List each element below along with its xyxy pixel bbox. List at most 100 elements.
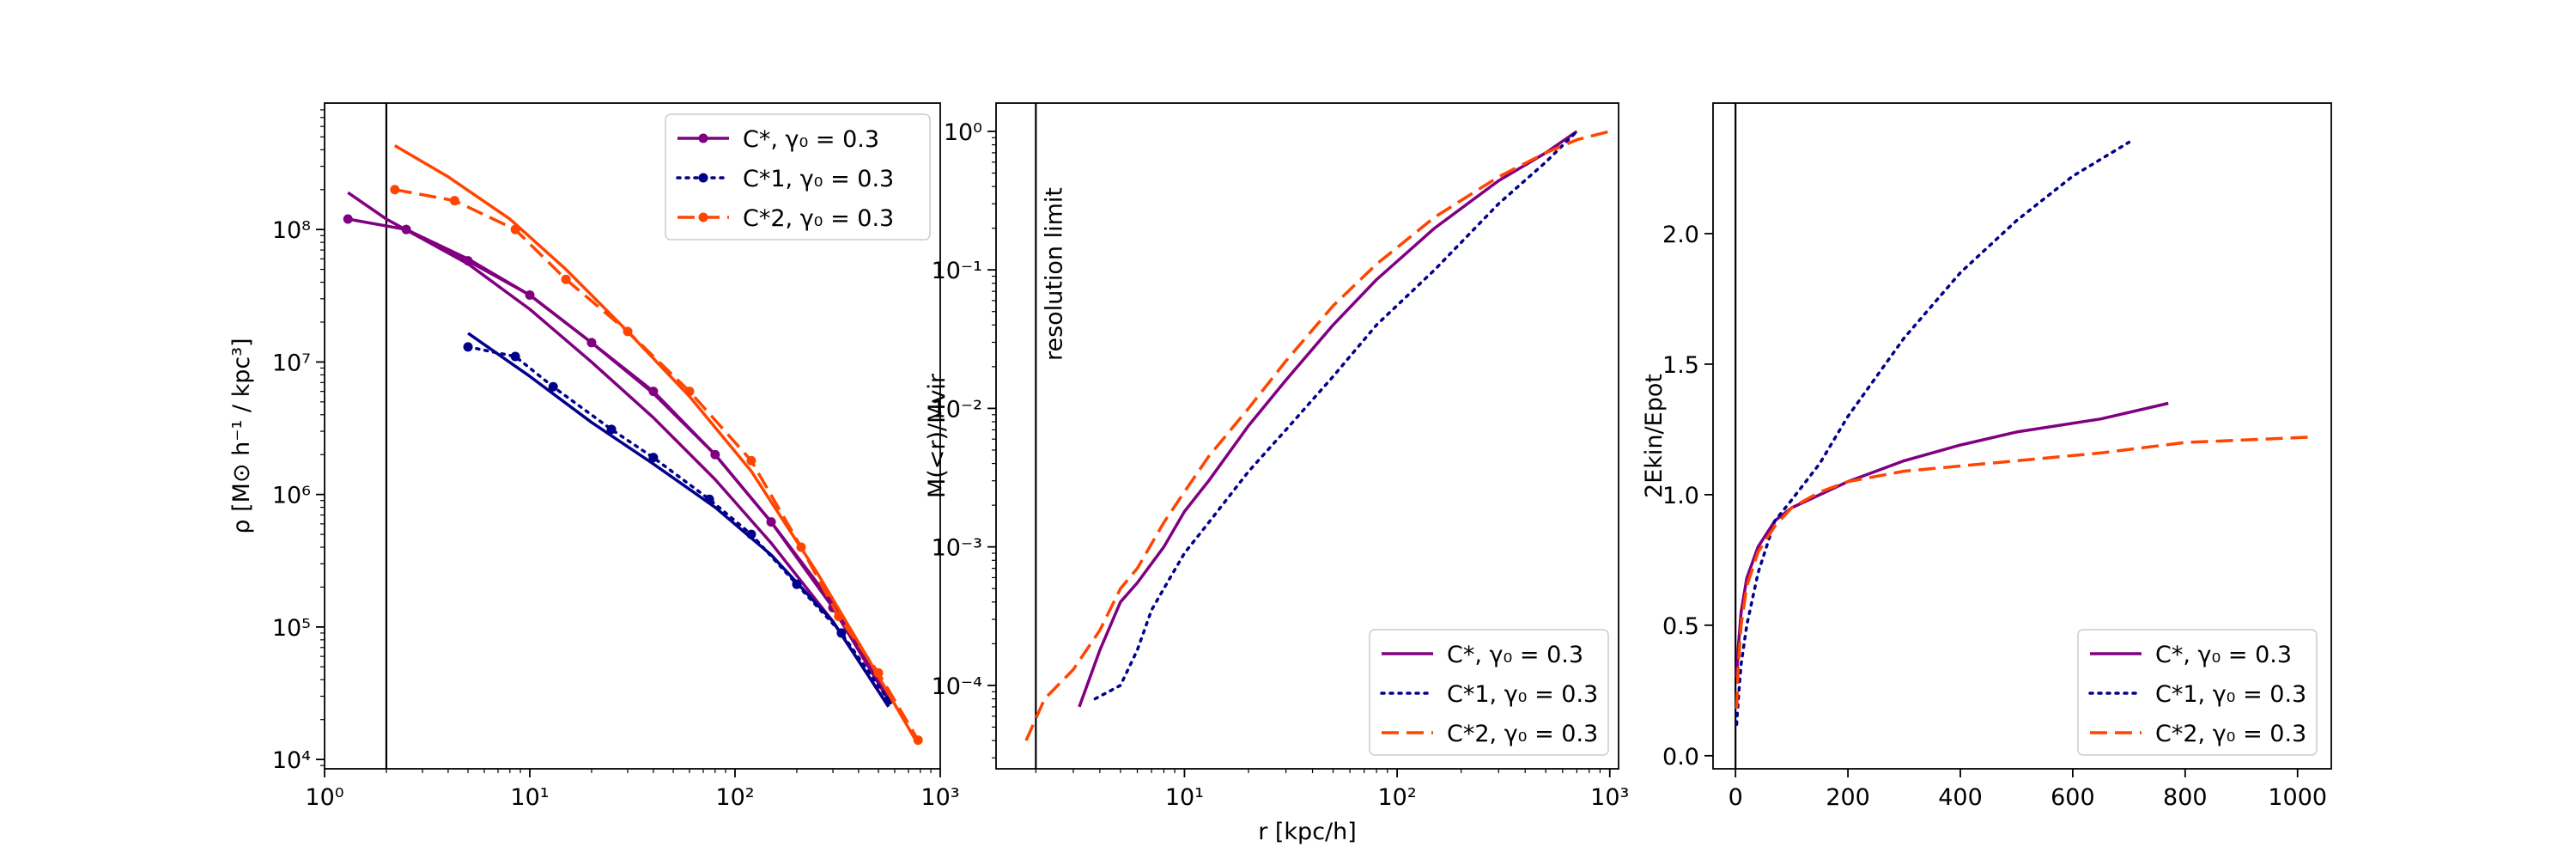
y-tick-label: 0.0 bbox=[1662, 744, 1699, 771]
series-group bbox=[1735, 140, 2309, 727]
series-line bbox=[1735, 140, 2131, 727]
legend-box bbox=[2077, 629, 2318, 756]
legend-label: C*2, γ₀ = 0.3 bbox=[743, 205, 894, 232]
x-tick-label: 400 bbox=[1938, 784, 1983, 811]
data-point bbox=[463, 256, 473, 266]
y-tick-label: 1.0 bbox=[1662, 483, 1699, 509]
virial-panel: 0 200 400 600 800 1000 0.0 0.5 1.0 1.5 2.0 2Ekin/Ep… bbox=[1641, 102, 2332, 811]
legend-label: C*2, γ₀ = 0.3 bbox=[2155, 721, 2306, 747]
series-line bbox=[1735, 436, 2309, 710]
legend-label: C*2, γ₀ = 0.3 bbox=[1447, 721, 1598, 747]
x-tick-label: 800 bbox=[2163, 784, 2208, 811]
data-point bbox=[606, 424, 617, 435]
x-tick-label: 10² bbox=[715, 784, 754, 811]
data-point bbox=[449, 196, 459, 206]
data-point bbox=[390, 185, 400, 195]
x-tick-label: 0 bbox=[1728, 784, 1743, 811]
legend-label: C*, γ₀ = 0.3 bbox=[743, 126, 879, 153]
data-point bbox=[766, 517, 776, 527]
data-point bbox=[746, 529, 756, 539]
series-line bbox=[347, 191, 890, 708]
data-point bbox=[873, 667, 884, 678]
data-point bbox=[525, 289, 535, 300]
data-point bbox=[746, 455, 756, 466]
x-tick-label: 10¹ bbox=[510, 784, 549, 811]
series-line bbox=[466, 345, 890, 702]
resolution-limit-annotation: resolution limit bbox=[1041, 187, 1067, 361]
series-line bbox=[1078, 130, 1578, 708]
series-line bbox=[347, 217, 890, 702]
legend-box bbox=[1369, 629, 1609, 756]
y-tick-label: 10⁷ bbox=[272, 350, 311, 376]
y-axis-label: M(<r)/Mvir bbox=[924, 373, 951, 498]
data-point bbox=[548, 381, 558, 392]
legend: C*, γ₀ = 0.3 C*1, γ₀ = 0.3 C*2, γ₀ = 0.3 bbox=[1369, 629, 1609, 756]
y-tick-label: 10⁻⁴ bbox=[932, 673, 982, 700]
x-tick-label: 10² bbox=[1377, 784, 1416, 811]
legend-label: C*, γ₀ = 0.3 bbox=[2155, 642, 2292, 668]
data-point bbox=[648, 387, 659, 397]
data-point bbox=[796, 542, 806, 552]
y-tick-label: 10⁻¹ bbox=[932, 258, 982, 284]
y-tick-label: 0.5 bbox=[1662, 613, 1699, 640]
plot-frame bbox=[995, 102, 1619, 770]
legend: C*, γ₀ = 0.3 C*1, γ₀ = 0.3 C*2, γ₀ = 0.3 bbox=[665, 113, 931, 241]
x-tick-label: 200 bbox=[1826, 784, 1870, 811]
x-tick-label: 10¹ bbox=[1165, 784, 1204, 811]
legend-label: C*1, γ₀ = 0.3 bbox=[1447, 681, 1598, 708]
y-axis-label: 2Ekin/Epot bbox=[1641, 374, 1668, 498]
legend: C*, γ₀ = 0.3 C*1, γ₀ = 0.3 C*2, γ₀ = 0.3 bbox=[2077, 629, 2318, 756]
series-group bbox=[343, 143, 923, 746]
y-tick-label: 1.5 bbox=[1662, 352, 1699, 379]
plot-frame bbox=[1712, 102, 2332, 770]
x-axis-label: r [kpc/h] bbox=[1258, 819, 1357, 845]
mass-panel: 10¹ 10² 10³ 10⁻⁴ 10⁻³ 10⁻² 10⁻¹ 10⁰ r [kpc/h] M(<… bbox=[924, 102, 1629, 845]
data-point bbox=[401, 224, 411, 235]
data-point bbox=[710, 449, 720, 460]
data-point bbox=[586, 338, 597, 348]
y-tick-label: 10⁴ bbox=[272, 747, 311, 774]
data-point bbox=[623, 326, 633, 337]
data-point bbox=[343, 214, 353, 224]
y-tick-label: 10⁻² bbox=[932, 396, 982, 423]
x-tick-label: 1000 bbox=[2268, 784, 2327, 811]
data-point bbox=[510, 351, 520, 362]
y-tick-label: 10⁻³ bbox=[932, 535, 982, 562]
data-point bbox=[704, 494, 714, 504]
plot-frame bbox=[324, 102, 941, 770]
legend-label: C*1, γ₀ = 0.3 bbox=[2155, 681, 2306, 708]
series-line bbox=[1093, 130, 1579, 701]
x-tick-label: 600 bbox=[2050, 784, 2095, 811]
series-line bbox=[405, 228, 890, 698]
y-tick-label: 10⁸ bbox=[272, 217, 311, 244]
series-group bbox=[1024, 130, 1611, 741]
y-tick-label: 10⁶ bbox=[272, 483, 311, 509]
x-tick-label: 10³ bbox=[920, 784, 959, 811]
density-panel: 10⁰ 10¹ 10² 10³ 10⁴ 10⁵ 10⁶ 10⁷ 10⁸ ρ [M⊙ h⁻¹ / k… bbox=[228, 102, 960, 811]
data-point bbox=[792, 579, 802, 589]
legend-label: C*, γ₀ = 0.3 bbox=[1447, 642, 1583, 668]
series-line bbox=[394, 187, 920, 741]
data-point bbox=[510, 224, 520, 235]
legend-box bbox=[665, 113, 931, 241]
data-point bbox=[648, 453, 659, 463]
x-tick-label: 10³ bbox=[1590, 784, 1629, 811]
data-point bbox=[836, 628, 847, 638]
legend-label: C*1, γ₀ = 0.3 bbox=[743, 166, 894, 192]
data-point bbox=[684, 387, 695, 397]
data-point bbox=[463, 342, 473, 352]
data-point bbox=[561, 274, 571, 284]
y-tick-label: 10⁵ bbox=[272, 615, 311, 642]
series-line bbox=[1024, 130, 1611, 741]
data-point bbox=[913, 735, 923, 746]
x-tick-label: 10⁰ bbox=[305, 784, 343, 811]
legend-marker bbox=[698, 173, 708, 183]
y-tick-label: 10⁰ bbox=[944, 119, 982, 146]
series-line bbox=[467, 332, 890, 708]
legend-marker bbox=[698, 212, 708, 222]
y-tick-label: 2.0 bbox=[1662, 222, 1699, 248]
legend-marker bbox=[698, 133, 708, 143]
data-point bbox=[834, 612, 844, 622]
y-axis-label: ρ [M⊙ h⁻¹ / kpc³] bbox=[228, 338, 255, 533]
